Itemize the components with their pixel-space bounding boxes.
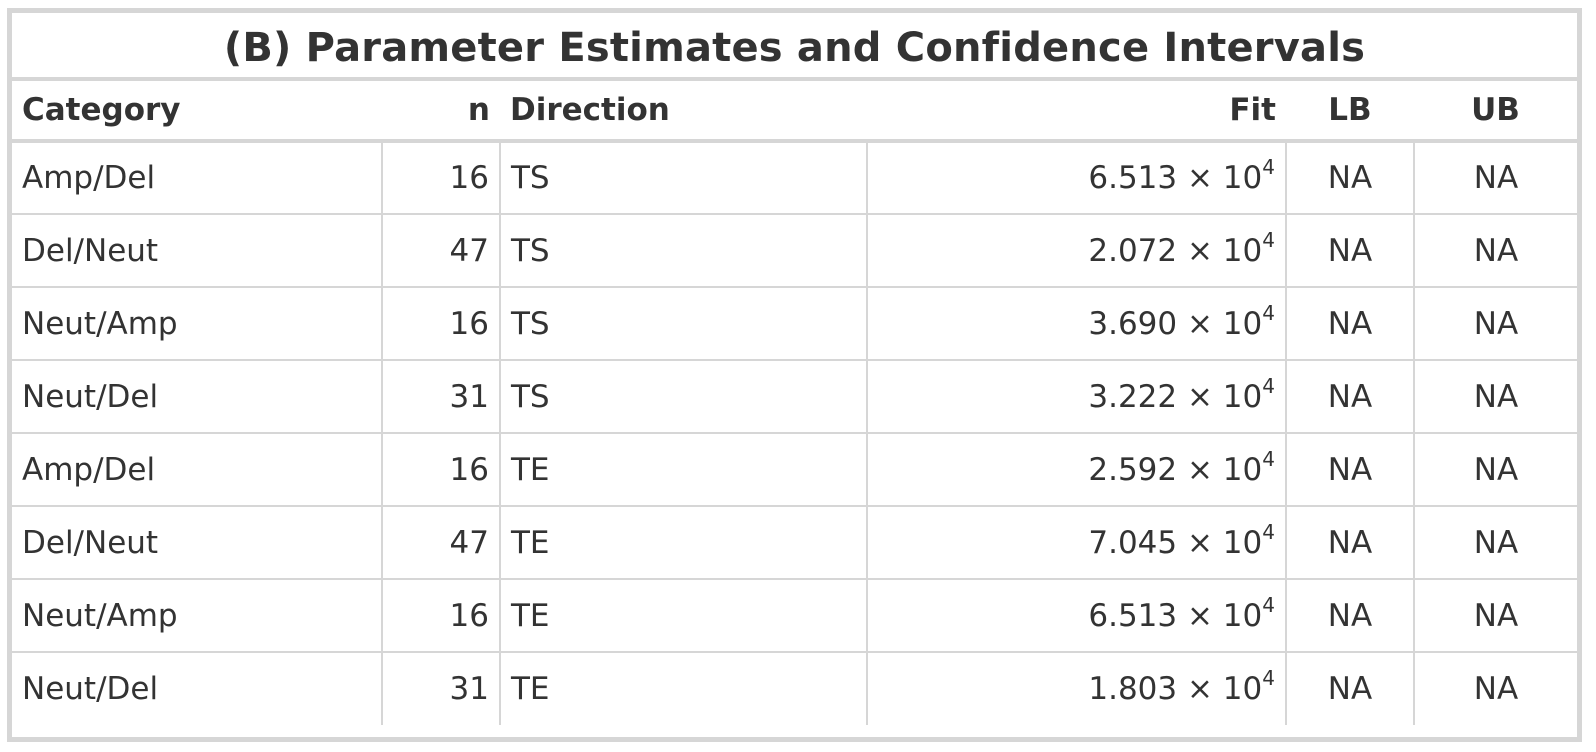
cell-n: 47 — [381, 505, 500, 579]
cell-n: 16 — [381, 141, 500, 214]
fit-mantissa: 6.513 — [1088, 160, 1178, 196]
fit-exponent: 4 — [1262, 666, 1275, 690]
cell-direction: TE — [499, 505, 867, 579]
cell-fit: 7.045 × 104 — [866, 505, 1286, 579]
cell-fit: 2.592 × 104 — [866, 432, 1286, 506]
cell-n: 16 — [381, 578, 500, 652]
cell-ub: NA — [1413, 213, 1577, 287]
cell-fit: 1.803 × 104 — [866, 651, 1286, 725]
cell-lb: NA — [1285, 141, 1414, 214]
table-row: Neut/Del 31 TS 3.222 × 104 NA NA — [12, 359, 1577, 433]
cell-n: 31 — [381, 651, 500, 725]
fit-exponent: 4 — [1262, 592, 1275, 617]
cell-category: Del/Neut — [12, 505, 382, 579]
table-row: Neut/Del 31 TE 1.803 × 104 NA NA — [12, 651, 1577, 725]
cell-n: 16 — [381, 432, 500, 506]
table-row: Amp/Del 16 TE 2.592 × 104 NA NA — [12, 432, 1577, 506]
header-row: Category n Direction Fit LB UB — [12, 81, 1577, 143]
table-row: Amp/Del 16 TS 6.513 × 104 NA NA — [12, 141, 1577, 214]
cell-direction: TS — [499, 141, 867, 214]
cell-lb: NA — [1285, 359, 1414, 433]
fit-mantissa: 6.513 — [1088, 597, 1178, 634]
cell-ub: NA — [1413, 286, 1577, 360]
cell-category: Amp/Del — [22, 160, 156, 196]
cell-category: Neut/Del — [12, 651, 382, 725]
table-frame: (B) Parameter Estimates and Confidence I… — [7, 8, 1582, 742]
fit-exponent: 4 — [1262, 373, 1275, 398]
header-lb: LB — [1286, 81, 1414, 143]
cell-n: 31 — [381, 359, 500, 433]
cell-lb: NA — [1285, 432, 1414, 506]
fit-exponent: 4 — [1262, 227, 1275, 252]
header-ub: UB — [1414, 81, 1577, 143]
cell-category: Neut/Amp — [12, 578, 382, 652]
fit-exponent: 4 — [1262, 446, 1275, 471]
header-direction: Direction — [500, 81, 867, 143]
cell-direction: TS — [499, 213, 867, 287]
fit-mantissa: 2.592 — [1088, 451, 1178, 488]
table-row: Del/Neut 47 TS 2.072 × 104 NA NA — [12, 213, 1577, 287]
cell-lb: NA — [1285, 578, 1414, 652]
cell-ub: NA — [1413, 432, 1577, 506]
cell-ub: NA — [1413, 359, 1577, 433]
cell-n: 47 — [381, 213, 500, 287]
cell-fit: 6.513 × 104 — [866, 141, 1286, 214]
table-title: (B) Parameter Estimates and Confidence I… — [12, 13, 1577, 81]
cell-direction: TE — [499, 578, 867, 652]
fit-mantissa: 3.222 — [1088, 378, 1178, 415]
cell-lb: NA — [1285, 213, 1414, 287]
cell-ub: NA — [1413, 651, 1577, 725]
fit-mantissa: 2.072 — [1088, 232, 1178, 269]
cell-fit: 3.222 × 104 — [866, 359, 1286, 433]
header-n: n — [382, 81, 500, 143]
header-category: Category — [12, 81, 382, 143]
table-row: Del/Neut 47 TE 7.045 × 104 NA NA — [12, 505, 1577, 579]
fit-exponent: 4 — [1262, 300, 1275, 325]
fit-mantissa: 1.803 — [1088, 671, 1178, 707]
cell-category: Del/Neut — [12, 213, 382, 287]
cell-fit: 2.072 × 104 — [866, 213, 1286, 287]
cell-ub: NA — [1413, 505, 1577, 579]
cell-n: 16 — [381, 286, 500, 360]
fit-mantissa: 3.690 — [1088, 305, 1178, 342]
cell-direction: TE — [499, 651, 867, 725]
cell-lb: NA — [1285, 651, 1414, 725]
parameter-table: Category n Direction Fit LB UB Amp/Del 1… — [12, 81, 1577, 725]
table-row: Neut/Amp 16 TE 6.513 × 104 NA NA — [12, 578, 1577, 652]
cell-category: Neut/Amp — [12, 286, 382, 360]
header-fit: Fit — [867, 81, 1286, 143]
cell-ub: NA — [1413, 141, 1577, 214]
cell-direction: TS — [499, 359, 867, 433]
cell-ub: NA — [1413, 578, 1577, 652]
fit-mantissa: 7.045 — [1088, 524, 1178, 561]
fit-exponent: 4 — [1262, 155, 1275, 179]
cell-fit: 3.690 × 104 — [866, 286, 1286, 360]
cell-direction: TS — [499, 286, 867, 360]
cell-lb: NA — [1285, 286, 1414, 360]
cell-direction: TE — [499, 432, 867, 506]
cell-category: Amp/Del — [12, 432, 382, 506]
cell-fit: 6.513 × 104 — [866, 578, 1286, 652]
fit-exponent: 4 — [1262, 519, 1275, 544]
table-row: Neut/Amp 16 TS 3.690 × 104 NA NA — [12, 286, 1577, 360]
cell-lb: NA — [1285, 505, 1414, 579]
cell-category: Neut/Del — [12, 359, 382, 433]
